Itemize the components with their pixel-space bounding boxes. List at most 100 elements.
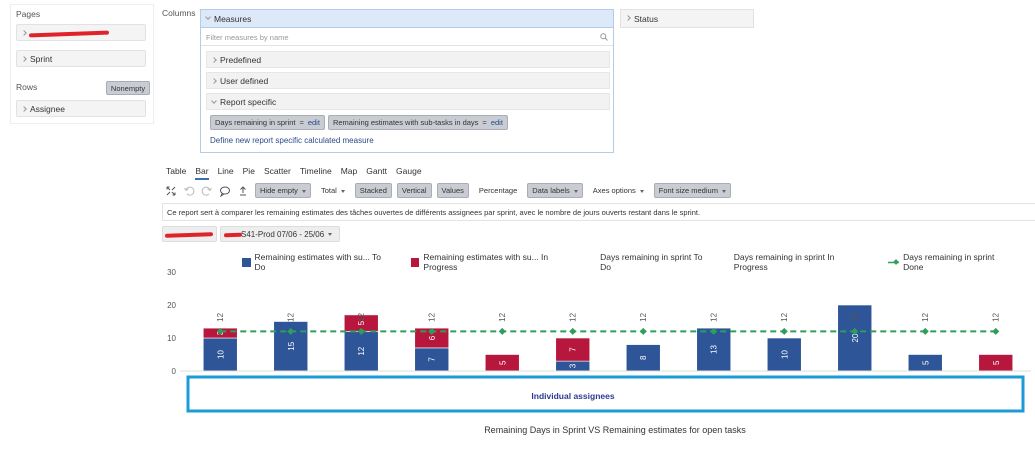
y-tick-label: 30: [167, 268, 176, 277]
toolbar-button[interactable]: Values: [436, 183, 469, 198]
chevron: [211, 78, 217, 84]
tab[interactable]: Line: [217, 166, 234, 176]
bar-value-label: 5: [498, 360, 507, 365]
toolbar: Hide empty Total Stacked Vertical Values Perc…: [165, 183, 736, 198]
measure-section[interactable]: Predefined: [206, 51, 610, 68]
legend-swatch: [410, 257, 420, 267]
row-field-label: Assignee: [30, 104, 65, 114]
measure-chip[interactable]: Days remaining in sprint = edit: [210, 115, 325, 130]
bar-value-label: 5: [992, 360, 1001, 365]
toolbar-button[interactable]: Hide empty: [255, 183, 311, 198]
caret: [721, 189, 726, 193]
line-marker: [992, 327, 1000, 335]
legend-item[interactable]: Days remaining in sprint To Do: [600, 252, 710, 272]
tab[interactable]: Gantt: [366, 166, 388, 176]
redacted-field[interactable]: [16, 24, 146, 41]
line-marker: [216, 327, 224, 335]
legend-item[interactable]: Days remaining in sprint Done: [887, 252, 1011, 272]
annotation-box: [186, 375, 1025, 413]
redacted-filter[interactable]: [162, 226, 217, 242]
legend-item[interactable]: Remaining estimates with su... To Do: [242, 252, 387, 272]
legend-diamond: [892, 258, 899, 265]
tab[interactable]: Table: [166, 166, 187, 176]
toolbar-button[interactable]: Total: [316, 183, 350, 198]
search-box[interactable]: Filter measures by name: [201, 29, 613, 46]
bar-value-label: 10: [780, 350, 789, 359]
comment-icon[interactable]: [219, 185, 231, 197]
chip-action[interactable]: edit: [307, 118, 320, 127]
page-field[interactable]: Sprint: [16, 50, 146, 67]
toolbar-button[interactable]: Vertical: [396, 183, 432, 198]
y-tick-label: 10: [167, 334, 176, 343]
redo-icon[interactable]: [201, 185, 213, 197]
line-marker: [498, 327, 506, 335]
bar-value-label: 20: [851, 333, 860, 342]
toolbar-button[interactable]: Percentage: [474, 183, 522, 198]
legend-label: Remaining estimates with su... In Progre…: [423, 252, 549, 272]
bar-value-label: 7: [428, 357, 437, 362]
tab[interactable]: Scatter: [263, 166, 291, 176]
expand-icon[interactable]: [165, 185, 177, 197]
caret: [573, 189, 578, 193]
chip-action[interactable]: edit: [490, 118, 503, 127]
row-field[interactable]: Assignee: [16, 100, 146, 117]
measure-chip[interactable]: Remaining estimates with sub-tasks in da…: [327, 115, 508, 130]
bar-value-label: 5: [357, 320, 366, 325]
line-value-label: 12: [569, 312, 578, 321]
section-label: Predefined: [220, 55, 262, 65]
chip-label: Days remaining in sprint: [215, 118, 296, 127]
line-value-label: 12: [216, 312, 225, 321]
line-value-label: 12: [639, 312, 648, 321]
export-icon[interactable]: [237, 185, 249, 197]
bar: [555, 337, 591, 362]
line-marker: [569, 327, 577, 335]
sprint-filter[interactable]: S41-Prod 07/06 - 25/06: [220, 226, 340, 242]
toolbar-button[interactable]: Axes options: [588, 183, 649, 198]
search-icon: [600, 33, 608, 41]
measures-header[interactable]: Measures: [201, 10, 613, 28]
tab[interactable]: Pie: [242, 166, 255, 176]
toolbar-button[interactable]: Data labels: [527, 183, 583, 198]
nonempty-button[interactable]: Nonempty: [106, 81, 150, 95]
y-tick-label: 0: [172, 367, 177, 376]
define-link[interactable]: Define new report specific calculated me…: [210, 136, 374, 145]
toolbar-button-label: Font size medium: [658, 186, 718, 195]
bar-value-label: 8: [639, 355, 648, 360]
measure-section[interactable]: Report specific: [206, 93, 610, 110]
line-value-label: 12: [357, 312, 366, 321]
measures-title: Measures: [214, 14, 252, 24]
tab[interactable]: Map: [340, 166, 358, 176]
tab[interactable]: Gauge: [396, 166, 422, 176]
tab[interactable]: Timeline: [299, 166, 332, 176]
page-field-label: Sprint: [30, 54, 53, 64]
sprint-filter-label: S41-Prod 07/06 - 25/06: [241, 230, 325, 239]
bar-value-label: 3: [569, 363, 578, 368]
columns-label: Columns: [162, 8, 196, 18]
status-field[interactable]: Status: [620, 9, 754, 28]
toolbar-button[interactable]: Font size medium: [653, 183, 731, 198]
legend-rect: [410, 257, 420, 267]
line-value-label: 12: [780, 312, 789, 321]
bar-value-label: 6: [428, 335, 437, 340]
description-bar: Ce report sert à comparer les remaining …: [162, 203, 1035, 221]
chevron: [21, 106, 27, 112]
tab[interactable]: Bar: [195, 166, 209, 180]
line-marker: [851, 327, 859, 335]
toolbar-button-label: Hide empty: [260, 186, 298, 195]
caret: [301, 189, 306, 193]
line-value-label: 12: [498, 312, 507, 321]
bar-value-label: 13: [710, 345, 719, 354]
section-label: Report specific: [220, 97, 277, 107]
bar-value-label: 7: [569, 347, 578, 352]
legend-item[interactable]: Days remaining in sprint In Progress: [734, 252, 864, 272]
measure-section[interactable]: User defined: [206, 72, 610, 89]
undo-icon[interactable]: [183, 185, 195, 197]
legend-swatch: [242, 257, 251, 267]
left-panel: Pages Sprint Rows Nonempty Assignee: [10, 4, 154, 124]
line-value-label: 12: [992, 312, 1001, 321]
chart: 0102030103151257653781310205512121212121…: [167, 268, 1031, 435]
annotation: Individual assignees: [531, 391, 614, 401]
toolbar-button[interactable]: Stacked: [354, 183, 392, 198]
legend-item[interactable]: Remaining estimates with su... In Progre…: [410, 252, 576, 272]
